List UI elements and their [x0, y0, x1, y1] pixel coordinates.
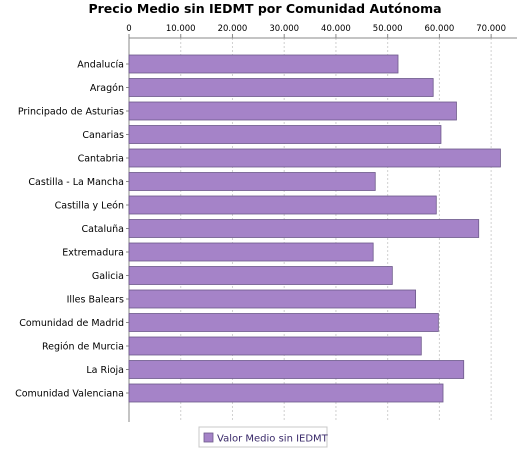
bar[interactable] [128, 242, 374, 262]
category-label: Galicia [92, 271, 124, 282]
x-tick-label: 10.000 [166, 24, 196, 34]
x-tick-labels: 0 10.000 20.000 30.000 40.000 50.000 60.000 70.… [126, 24, 506, 34]
category-label: Andalucía [77, 60, 124, 71]
category-label: Cataluña [81, 224, 124, 235]
category-label: Cantabria [78, 154, 124, 165]
category-label: Canarias [82, 130, 124, 141]
category-label: Castilla y León [55, 201, 124, 212]
bar[interactable] [128, 54, 399, 74]
bar[interactable] [128, 266, 393, 285]
x-tick-label: 60.000 [425, 24, 455, 34]
x-tick-label: 0 [126, 24, 131, 34]
x-tick-label: 70.000 [476, 24, 506, 34]
bars [128, 54, 501, 403]
category-label: Illes Balears [67, 295, 124, 306]
bar[interactable] [128, 101, 457, 121]
chart-title: Precio Medio sin IEDMT por Comunidad Aut… [88, 1, 441, 16]
bar[interactable] [128, 78, 434, 97]
category-label: Castilla - La Mancha [28, 177, 124, 188]
bar[interactable] [128, 148, 501, 168]
category-label: Principado de Asturias [18, 107, 124, 118]
bar[interactable] [128, 360, 465, 379]
category-label: Región de Murcia [42, 342, 124, 353]
x-tick-label: 40.000 [321, 24, 351, 34]
bar[interactable] [128, 383, 444, 403]
bar[interactable] [128, 125, 442, 144]
bar[interactable] [128, 313, 439, 332]
x-tick-label: 50.000 [373, 24, 403, 34]
bar[interactable] [128, 219, 480, 238]
category-label: Aragón [90, 83, 124, 94]
category-label: Comunidad de Madrid [19, 318, 124, 329]
category-labels: Andalucía Aragón Principado de Asturias Can… [15, 60, 124, 400]
x-tick-label: 30.000 [269, 24, 299, 34]
category-label: Comunidad Valenciana [15, 389, 124, 400]
legend-box [198, 426, 328, 448]
legend[interactable]: Valor Medio sin IEDMT [198, 426, 329, 448]
x-tick-label: 20.000 [218, 24, 248, 34]
category-label: La Rioja [86, 365, 124, 376]
bar[interactable] [128, 289, 417, 309]
legend-swatch [203, 432, 214, 443]
bar[interactable] [128, 172, 376, 191]
legend-label: Valor Medio sin IEDMT [217, 434, 329, 445]
bar[interactable] [128, 336, 422, 356]
category-label: Extremadura [62, 248, 124, 259]
bar[interactable] [128, 195, 437, 215]
